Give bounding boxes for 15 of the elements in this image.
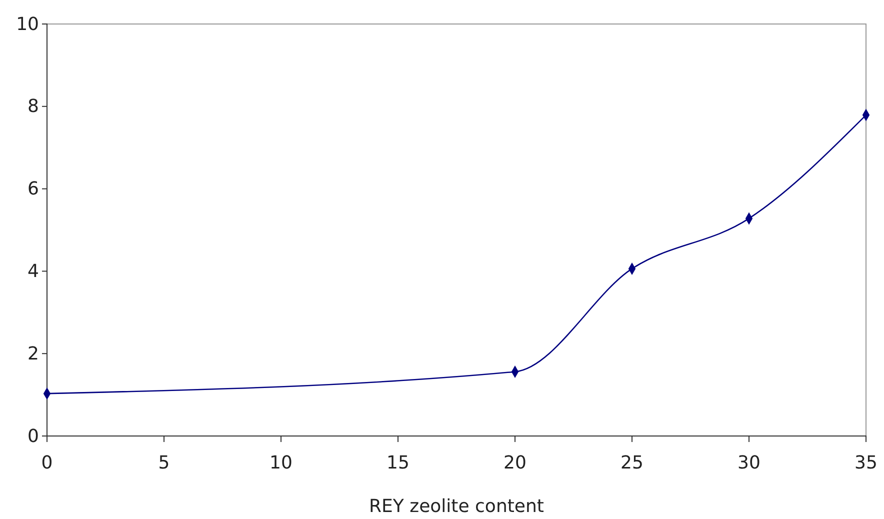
y-tick-label: 10 xyxy=(16,14,39,35)
x-tick-label: 5 xyxy=(158,452,170,474)
x-tick-label: 20 xyxy=(504,452,526,474)
y-tick-label: 0 xyxy=(28,426,39,447)
x-tick-label: 0 xyxy=(41,452,53,474)
x-tick-label: 30 xyxy=(738,452,760,474)
y-tick-label: 4 xyxy=(28,260,39,282)
x-axis-title: REY zeolite content xyxy=(369,496,544,517)
x-tick-label: 10 xyxy=(270,452,292,474)
x-tick-label: 25 xyxy=(620,452,644,474)
x-tick-label: 15 xyxy=(386,452,410,474)
y-tick-label: 8 xyxy=(28,96,39,118)
y-tick-label: 6 xyxy=(28,178,39,200)
x-tick-label: 35 xyxy=(854,452,878,474)
y-tick-label: 2 xyxy=(28,343,39,364)
